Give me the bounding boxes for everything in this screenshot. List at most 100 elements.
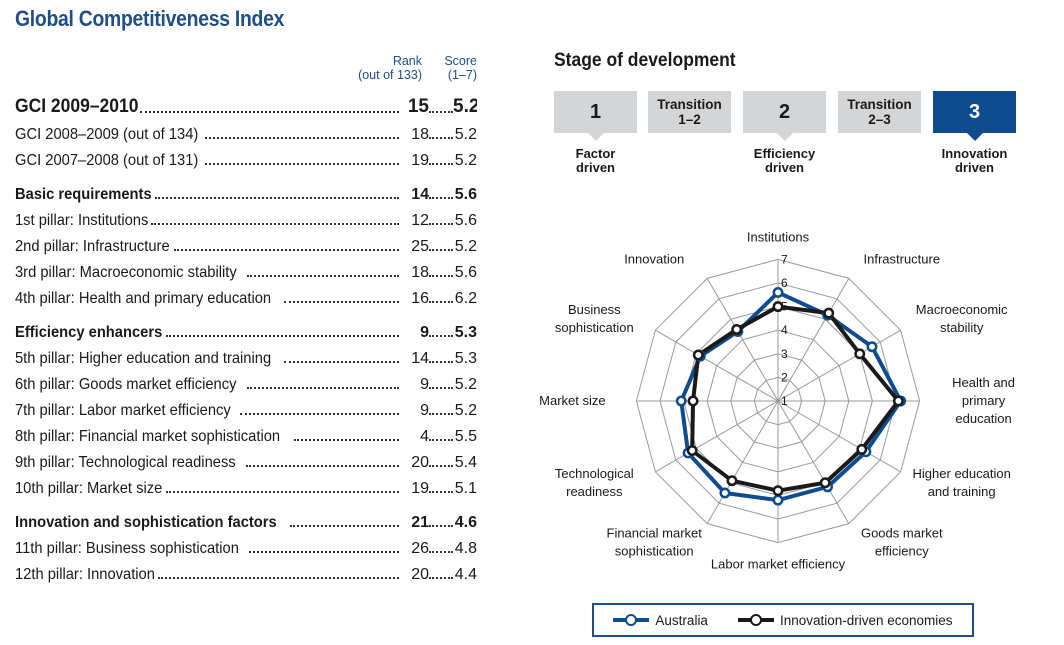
gci-table: GCI 2009–2010 15 5.2 GCI 2008–2009 (out of … (15, 90, 477, 584)
dot-leader (240, 413, 399, 415)
table-row: GCI 2009–2010 15 5.2 (15, 90, 477, 118)
data-point-benchmark (823, 307, 835, 319)
row-rank: 25 (411, 238, 429, 255)
grid-spoke (777, 400, 850, 524)
legend-label-benchmark: Innovation-driven economies (779, 612, 953, 628)
table-row: 2nd pillar: Infrastructure 25 5.2 (15, 230, 477, 256)
stage-box-3: 2 (743, 91, 826, 141)
row-score: 6.2 (454, 290, 477, 307)
row-score: 5.4 (454, 454, 477, 471)
dot-leader (246, 275, 399, 277)
dot-leader (429, 111, 453, 113)
data-point-benchmark (892, 395, 904, 407)
data-point-australia (772, 286, 784, 298)
stage-caption: Innovation driven (933, 147, 1016, 175)
dot-leader (429, 387, 453, 389)
row-rank: 20 (411, 454, 429, 471)
table-row: 8th pillar: Financial market sophisticat… (15, 420, 477, 446)
row-label: 8th pillar: Financial market sophisticat… (15, 428, 282, 446)
dot-leader (174, 249, 399, 251)
axis-label: Health and (952, 375, 1015, 390)
row-score: 5.2 (453, 96, 477, 117)
row-rank: 9 (420, 376, 429, 393)
dot-leader (284, 361, 399, 363)
table-row: Efficiency enhancers 9 5.3 (15, 316, 477, 342)
table-row: 12th pillar: Innovation 20 4.4 (15, 558, 477, 584)
row-score: 5.2 (454, 376, 477, 393)
rank-header-label: Rank (392, 54, 422, 68)
legend-item-australia: Australia (613, 613, 708, 628)
axis-label: education (955, 411, 1011, 426)
stage-box-label: 1 (589, 100, 602, 123)
row-score: 5.2 (454, 152, 477, 169)
data-point-benchmark (726, 475, 738, 487)
legend-australia-symbol (613, 614, 650, 626)
page-title: Global Competitiveness Index (15, 6, 285, 31)
row-rank: 12 (411, 212, 429, 229)
row-score: 5.5 (454, 428, 477, 445)
data-point-benchmark (856, 443, 868, 455)
data-point-australia (772, 494, 784, 506)
tick-label: 7 (781, 252, 788, 266)
axis-label: sophistication (615, 544, 694, 559)
grid-spoke (777, 278, 850, 402)
row-rank: 21 (411, 514, 429, 531)
axis-label: Technological (555, 466, 634, 481)
row-score: 4.8 (454, 540, 477, 557)
axis-label: Infrastructure (864, 251, 941, 266)
row-rank: 9 (420, 324, 429, 341)
axis-label: sophistication (555, 320, 634, 335)
axis-label: Innovation (624, 251, 684, 266)
data-point-benchmark (819, 477, 831, 489)
axis-label: efficiency (875, 544, 929, 559)
row-label: Innovation and sophistication factors (15, 514, 278, 532)
row-score: 5.6 (454, 212, 477, 229)
row-rank: 26 (411, 540, 429, 557)
axis-label: and training (928, 484, 996, 499)
table-row: 10th pillar: Market size 19 5.1 (15, 472, 477, 498)
grid-spoke (655, 400, 779, 473)
grid-spoke (777, 329, 901, 402)
stage-caption: Efficiency driven (743, 147, 826, 175)
row-rank: 9 (420, 402, 429, 419)
row-label: GCI 2007–2008 (out of 131) (15, 152, 200, 170)
dot-leader (150, 223, 399, 225)
row-rank: 18 (411, 264, 429, 281)
row-score: 5.3 (454, 324, 477, 341)
tick-label: 1 (781, 394, 788, 408)
axis-label: Macroeconomic (916, 302, 1008, 317)
table-row: 5th pillar: Higher education and trainin… (15, 342, 477, 368)
row-rank: 19 (411, 152, 429, 169)
dot-leader (249, 551, 399, 553)
table-row: GCI 2007–2008 (out of 131) 19 5.2 (15, 144, 477, 170)
row-label: 10th pillar: Market size (15, 480, 164, 498)
row-label: Efficiency enhancers (15, 324, 164, 342)
row-label: GCI 2009–2010 (15, 96, 140, 118)
dot-leader (166, 491, 399, 493)
data-point-benchmark (731, 324, 743, 335)
row-label: 11th pillar: Business sophistication (15, 540, 240, 558)
rank-header-sublabel: (out of 133) (358, 68, 422, 82)
row-label: GCI 2008–2009 (out of 134) (15, 126, 200, 144)
data-point-benchmark (686, 445, 698, 457)
table-row: 4th pillar: Health and primary education… (15, 282, 477, 308)
grid-spoke (777, 400, 901, 473)
dot-leader (429, 439, 453, 441)
axis-label: Financial market (607, 526, 703, 541)
stage-box-4: Transition 2–3 (838, 91, 921, 133)
row-label: 12th pillar: Innovation (15, 566, 156, 584)
axis-label: Market size (540, 393, 606, 408)
stage-pointer (966, 133, 983, 141)
data-point-australia (675, 395, 687, 407)
radar-chart: 1234567InstitutionsInfrastructureMacroec… (540, 229, 1015, 571)
table-row: GCI 2008–2009 (out of 134) 18 5.2 (15, 118, 477, 144)
stage-caption-line: driven (764, 160, 804, 175)
row-rank: 16 (411, 290, 429, 307)
axis-label: Higher education (913, 466, 1011, 481)
dot-leader (429, 335, 453, 337)
axis-label: stability (940, 320, 984, 335)
dot-leader (429, 197, 453, 199)
axis-label: Goods market (861, 526, 943, 541)
tick-label: 2 (781, 370, 788, 384)
tick-label: 4 (781, 323, 788, 337)
